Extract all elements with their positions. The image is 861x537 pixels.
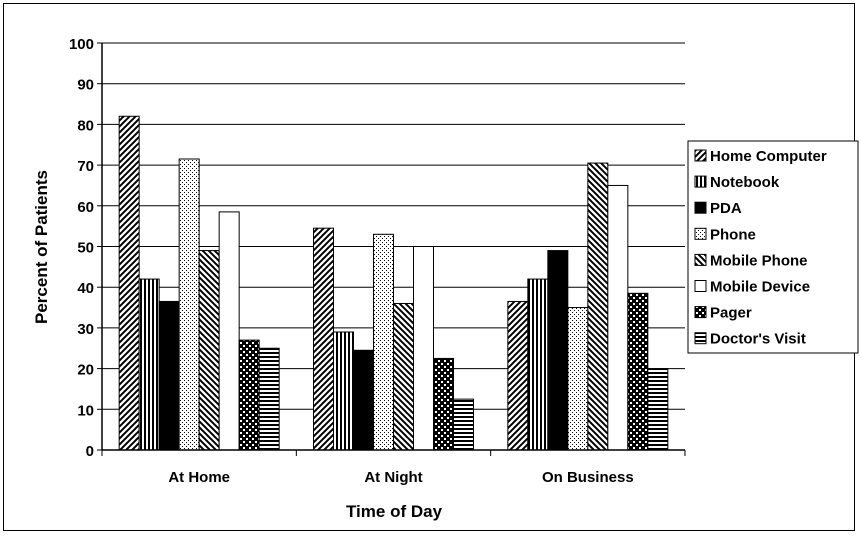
y-tick-label: 100 [69,36,94,53]
y-tick-label: 90 [77,77,94,94]
legend-label: Notebook [710,174,780,191]
bar-home-computer-2 [507,300,529,451]
bar-phone-0 [178,158,200,451]
legend-label: Pager [710,305,752,322]
bar-pager-0 [238,339,260,451]
bar-notebook-0 [138,278,160,451]
y-tick-label: 60 [77,199,94,216]
solid-black-icon [694,201,707,214]
bar-phone-2 [567,307,589,451]
bar-mobile-device-0 [218,211,240,451]
y-tick-label: 10 [77,402,94,419]
white-icon [694,280,707,292]
y-axis-label: Percent of Patients [32,170,51,324]
x-tick-label: At Night [364,469,422,486]
big-dots-icon [694,306,707,319]
bar-mobile-phone-0 [198,250,220,451]
bar-doctor-s-visit-0 [258,347,280,451]
legend-label: Mobile Device [710,279,810,296]
y-tick-label: 40 [77,280,94,297]
diag-left-icon [694,253,707,266]
x-axis-label: Time of Day [346,502,443,521]
y-tick-label: 20 [77,362,94,379]
bar-notebook-1 [333,331,354,451]
fine-dots-icon [694,227,707,240]
bar-pda-0 [158,300,180,451]
y-tick-label: 80 [77,117,94,134]
bar-notebook-2 [527,278,549,451]
x-tick-label: On Business [542,469,634,486]
x-tick-label: At Home [168,469,230,486]
bar-pager-2 [627,292,649,451]
bar-doctor-s-visit-1 [453,398,474,451]
bar-mobile-phone-1 [393,302,414,451]
y-tick-label: 0 [86,443,94,460]
bar-mobile-phone-2 [587,162,609,451]
bar-pda-2 [547,250,569,451]
legend-label: Mobile Phone [710,252,808,269]
legend-box [687,140,859,354]
legend-label: Home Computer [710,148,827,165]
vertical-lines-icon [694,175,707,188]
y-tick-label: 70 [77,158,94,175]
bar-mobile-device-1 [413,246,434,451]
bar-phone-1 [373,233,394,451]
bar-doctor-s-visit-2 [647,368,669,451]
legend-label: Phone [710,226,756,243]
bars [118,115,669,451]
horizontal-lines-icon [694,332,707,345]
y-tick-label: 30 [77,321,94,338]
bar-pda-1 [353,349,374,451]
diag-right-icon [694,149,707,162]
legend: Home Computer Notebook PDA Phone Mobile Phon… [687,140,859,354]
y-tick-label: 50 [77,240,94,257]
bar-pager-1 [433,357,454,451]
bar-home-computer-0 [118,115,140,451]
legend-label: PDA [710,200,742,217]
axes: 0 10 20 30 40 50 60 70 80 90 100 At Home At Night On … [69,36,686,486]
bar-mobile-device-2 [607,184,629,451]
bar-home-computer-1 [313,227,334,451]
legend-label: Doctor's Visit [710,331,806,348]
